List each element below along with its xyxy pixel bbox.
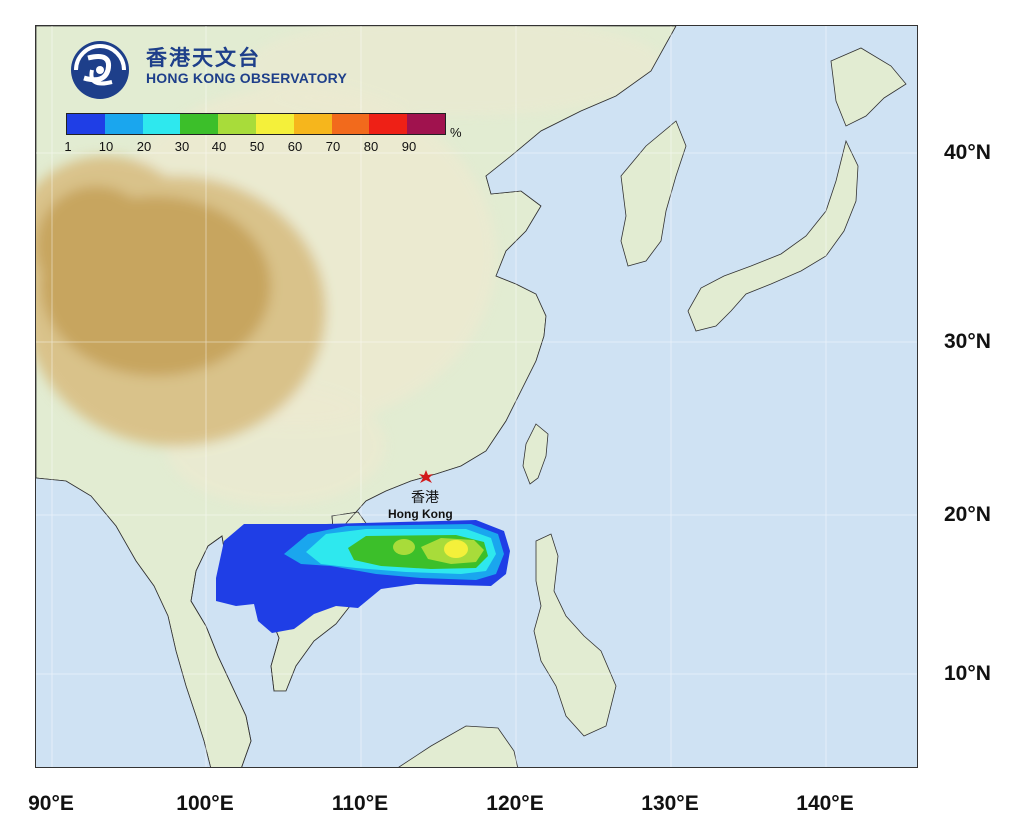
sea-mask-west <box>36 478 211 767</box>
legend-swatch-90 <box>407 114 445 134</box>
hong-kong-label-english: Hong Kong <box>388 507 453 521</box>
latitude-label: 30°N <box>944 330 991 353</box>
longitude-label: 130°E <box>641 792 699 815</box>
longitude-label: 120°E <box>486 792 544 815</box>
terrain-shading <box>36 26 666 506</box>
longitude-label: 90°E <box>28 792 74 815</box>
organization-name-english: HONG KONG OBSERVATORY <box>146 70 347 86</box>
legend-tick-label: 20 <box>136 139 152 154</box>
legend-unit: % <box>450 125 462 140</box>
map-area <box>35 25 918 768</box>
zone-50 <box>444 540 468 558</box>
latitude-label: 20°N <box>944 503 991 526</box>
observatory-logo: 香港天文台 HONG KONG OBSERVATORY <box>64 38 384 102</box>
legend-swatch-30 <box>180 114 219 134</box>
longitude-label: 140°E <box>796 792 854 815</box>
legend-color-bar <box>66 113 446 135</box>
map-svg <box>36 26 917 767</box>
hong-kong-label-chinese: 香港 <box>411 490 439 506</box>
legend-swatch-10 <box>104 114 143 134</box>
legend-tick-label: 60 <box>287 139 303 154</box>
legend-tick-label: 30 <box>174 139 190 154</box>
legend-tick-label: 10 <box>98 139 114 154</box>
latitude-label: 10°N <box>944 662 991 685</box>
legend-swatch-60 <box>293 114 332 134</box>
coastline-west <box>36 477 211 767</box>
longitude-label: 100°E <box>176 792 234 815</box>
coastline-mainland <box>190 26 677 767</box>
land-taiwan-top <box>522 423 549 485</box>
land-philippines-top <box>533 533 617 737</box>
land-borneo-top <box>398 725 518 767</box>
organization-name-chinese: 香港天文台 <box>146 46 261 70</box>
legend-tick-label: 90 <box>401 139 417 154</box>
legend-swatch-50 <box>255 114 294 134</box>
legend-tick-label: 70 <box>325 139 341 154</box>
hong-kong-marker <box>419 470 433 483</box>
latitude-label: 40°N <box>944 141 991 164</box>
land-hokkaido-top <box>830 47 907 127</box>
legend-tick-label: 80 <box>363 139 379 154</box>
graticule <box>36 26 917 767</box>
legend-swatch-80 <box>369 114 408 134</box>
strike-probability-contours <box>216 520 510 633</box>
land-japan-top <box>687 139 859 332</box>
legend-tick-label: 1 <box>64 139 72 154</box>
zone-40-west <box>393 539 415 555</box>
legend-tick-label: 50 <box>249 139 265 154</box>
legend-tick-label: 40 <box>211 139 227 154</box>
legend-swatch-70 <box>331 114 370 134</box>
observatory-emblem-icon <box>71 41 129 99</box>
longitude-label: 110°E <box>331 792 389 815</box>
legend-swatch-1 <box>67 114 105 134</box>
legend-swatch-40 <box>218 114 256 134</box>
legend-swatch-20 <box>142 114 181 134</box>
